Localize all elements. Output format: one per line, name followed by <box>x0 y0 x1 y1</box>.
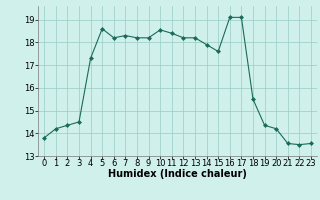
X-axis label: Humidex (Indice chaleur): Humidex (Indice chaleur) <box>108 169 247 179</box>
